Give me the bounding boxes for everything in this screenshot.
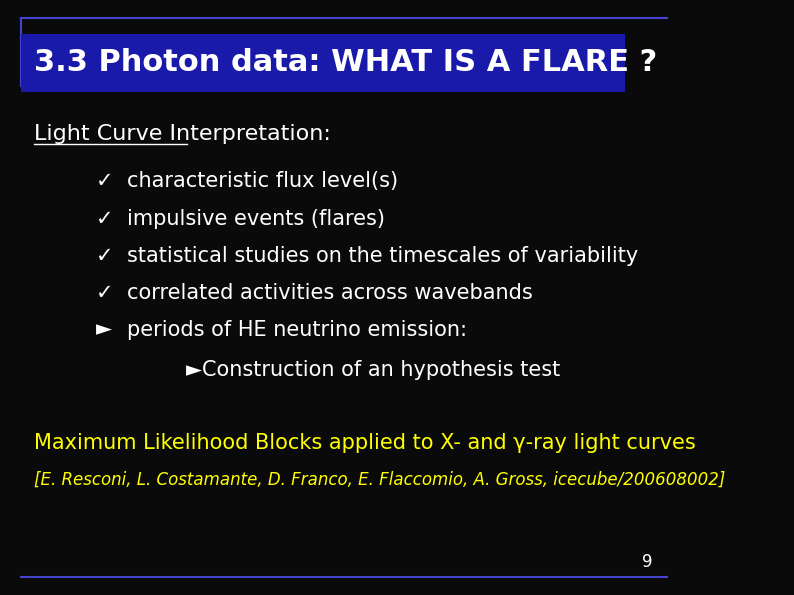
Text: Maximum Likelihood Blocks applied to X- and γ-ray light curves: Maximum Likelihood Blocks applied to X- … [34,433,696,453]
Text: correlated activities across wavebands: correlated activities across wavebands [127,283,533,303]
Text: 9: 9 [642,553,653,571]
Text: ►Construction of an hypothesis test: ►Construction of an hypothesis test [186,360,560,380]
Text: ✓: ✓ [96,209,114,229]
Text: ✓: ✓ [96,283,114,303]
Text: [E. Resconi, L. Costamante, D. Franco, E. Flaccomio, A. Gross, icecube/200608002: [E. Resconi, L. Costamante, D. Franco, E… [34,471,726,489]
Text: periods of HE neutrino emission:: periods of HE neutrino emission: [127,320,467,340]
Text: ✓: ✓ [96,246,114,266]
Text: statistical studies on the timescales of variability: statistical studies on the timescales of… [127,246,638,266]
Text: ✓: ✓ [96,171,114,192]
Text: impulsive events (flares): impulsive events (flares) [127,209,385,229]
FancyBboxPatch shape [21,34,626,92]
Text: 3.3 Photon data: WHAT IS A FLARE ?: 3.3 Photon data: WHAT IS A FLARE ? [34,48,657,77]
Text: characteristic flux level(s): characteristic flux level(s) [127,171,399,192]
Text: ►: ► [96,320,112,340]
Text: Light Curve Interpretation:: Light Curve Interpretation: [34,124,331,144]
